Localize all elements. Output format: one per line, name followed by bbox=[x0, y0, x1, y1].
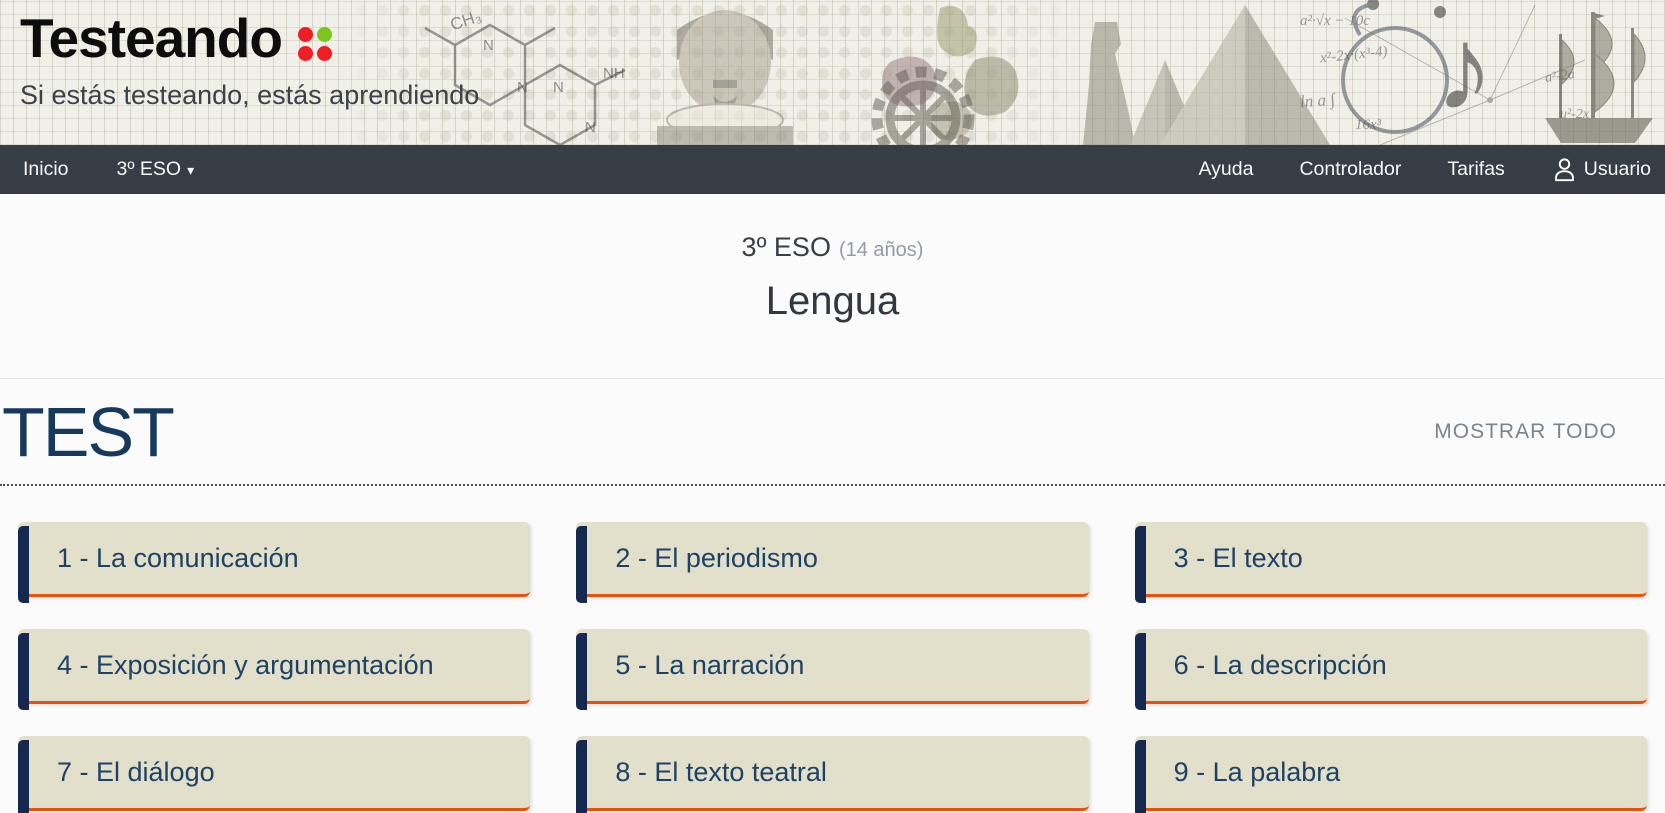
nav-item-ayuda[interactable]: Ayuda bbox=[1198, 158, 1254, 180]
site-header: N N N N NH bbox=[0, 0, 1665, 145]
molecule-icon bbox=[424, 23, 626, 145]
test-card[interactable]: 3 - El texto bbox=[1134, 522, 1647, 603]
show-all-button[interactable]: MOSTRAR TODO bbox=[1434, 419, 1617, 443]
card-accent-bar bbox=[576, 633, 588, 710]
test-card-label: 1 - La comunicación bbox=[57, 542, 299, 573]
nav-item-tarifas[interactable]: Tarifas bbox=[1447, 158, 1505, 180]
card-accent-bar bbox=[576, 740, 588, 813]
nav-item-curso-dropdown[interactable]: 3º ESO ▾ bbox=[116, 158, 195, 180]
test-card[interactable]: 9 - La palabra bbox=[1134, 736, 1647, 813]
nav-item-controlador[interactable]: Controlador bbox=[1299, 158, 1402, 180]
test-card[interactable]: 7 - El diálogo bbox=[18, 736, 531, 813]
test-card[interactable]: 6 - La descripción bbox=[1134, 629, 1647, 710]
brand-block: Testeando Si estás testeando, estás apre… bbox=[20, 7, 480, 111]
nav-item-inicio[interactable]: Inicio bbox=[23, 158, 69, 180]
course-age-note: (14 años) bbox=[838, 239, 924, 261]
card-accent-bar bbox=[18, 633, 29, 710]
test-card[interactable]: 4 - Exposición y argumentación bbox=[18, 629, 531, 710]
header-collage: N N N N NH bbox=[395, 0, 1665, 145]
nav-item-usuario[interactable]: Usuario bbox=[1551, 156, 1651, 183]
music-note-icon: ♪ bbox=[1435, 3, 1494, 135]
logo[interactable]: Testeando bbox=[20, 7, 283, 69]
card-accent-bar bbox=[1134, 633, 1146, 710]
user-icon bbox=[1554, 158, 1574, 182]
stethoscope-art bbox=[1341, 0, 1449, 134]
main-navbar: Inicio 3º ESO ▾ Ayuda Controlador Tarifa… bbox=[0, 145, 1665, 194]
card-accent-bar bbox=[576, 526, 588, 603]
course-subject: Lengua bbox=[765, 279, 900, 323]
test-card[interactable]: 2 - El periodismo bbox=[576, 522, 1089, 603]
test-card-label: 3 - El texto bbox=[1173, 542, 1303, 573]
section-title: TEST bbox=[2, 392, 175, 471]
test-card-label: 4 - Exposición y argumentación bbox=[57, 649, 434, 680]
test-card[interactable]: 5 - La narración bbox=[576, 629, 1089, 710]
card-accent-bar bbox=[18, 740, 29, 813]
formula-1: a²·√x − 10c bbox=[1300, 13, 1370, 29]
test-card-label: 5 - La narración bbox=[615, 649, 805, 680]
card-accent-bar bbox=[18, 526, 29, 603]
formula-3: ln a ∫ bbox=[1299, 89, 1336, 112]
ship-art bbox=[1545, 12, 1653, 143]
test-section-bar: TEST MOSTRAR TODO bbox=[0, 379, 1665, 486]
svg-text:N: N bbox=[585, 119, 596, 136]
svg-text:NH: NH bbox=[603, 65, 625, 82]
portrait-art bbox=[657, 10, 793, 145]
test-card-label: 9 - La palabra bbox=[1173, 756, 1341, 787]
formula-6: u²-2x bbox=[1560, 107, 1590, 122]
formula-4: 16x³ bbox=[1355, 117, 1382, 133]
collage-art: N N N N NH bbox=[424, 0, 1653, 145]
test-card-label: 8 - El texto teatral bbox=[615, 756, 827, 787]
test-card-label: 7 - El diálogo bbox=[57, 756, 215, 787]
card-accent-bar bbox=[1134, 740, 1146, 813]
svg-text:N: N bbox=[483, 37, 494, 54]
svg-text:N: N bbox=[517, 79, 528, 96]
test-card[interactable]: 1 - La comunicación bbox=[18, 522, 531, 603]
course-grade: 3º ESO bbox=[741, 232, 831, 262]
tests-grid: 1 - La comunicación 2 - El periodismo 3 … bbox=[0, 486, 1665, 813]
tagline: Si estás testeando, estás aprendiendo bbox=[20, 79, 480, 110]
card-accent-bar bbox=[1134, 526, 1146, 603]
test-card[interactable]: 8 - El texto teatral bbox=[576, 736, 1089, 813]
course-header: 3º ESO (14 años) Lengua bbox=[0, 194, 1665, 379]
sphinx-pyramid-art bbox=[1083, 5, 1330, 145]
logo-dots-icon bbox=[297, 26, 332, 61]
gear-art bbox=[871, 66, 975, 145]
test-card-label: 6 - La descripción bbox=[1173, 649, 1387, 680]
chevron-down-icon: ▾ bbox=[187, 162, 195, 178]
svg-text:N: N bbox=[553, 79, 564, 96]
test-card-label: 2 - El periodismo bbox=[615, 542, 818, 573]
